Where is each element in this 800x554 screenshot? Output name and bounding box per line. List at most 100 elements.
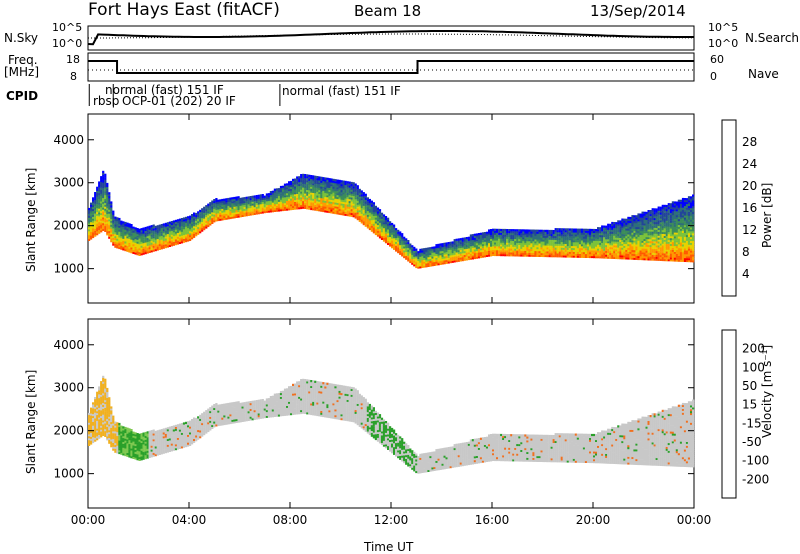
power-cell: [613, 235, 616, 238]
power-cell: [98, 212, 101, 215]
power-cell: [475, 252, 478, 255]
power-cell: [591, 230, 594, 233]
power-cell: [370, 225, 373, 228]
power-cell: [126, 247, 129, 250]
power-cell: [154, 233, 157, 236]
power-cell: [663, 241, 666, 244]
power-cell: [667, 208, 670, 212]
power-cell: [110, 214, 113, 218]
power-cell: [356, 210, 359, 213]
velocity-cell: [100, 384, 103, 388]
power-cell: [692, 213, 695, 216]
power-cell: [479, 246, 483, 249]
power-cell: [286, 193, 289, 196]
power-cell: [88, 207, 91, 211]
power-cell: [639, 232, 642, 235]
power-cell: [312, 190, 315, 193]
power-cell: [290, 200, 293, 203]
power-cell: [641, 232, 644, 236]
power-cell: [554, 228, 557, 231]
power-cell: [116, 246, 119, 249]
power-cell: [174, 221, 178, 224]
power-cell: [453, 256, 456, 259]
velocity-cell: [90, 415, 93, 418]
power-cell: [273, 207, 276, 211]
power-cell: [685, 200, 689, 203]
power-cell: [453, 248, 456, 251]
power-cell: [160, 225, 163, 229]
power-cell: [669, 209, 672, 212]
power-cell: [673, 222, 676, 225]
power-cell: [667, 239, 670, 242]
power-cell: [362, 209, 365, 212]
power-cell: [574, 253, 577, 256]
power-cell: [376, 215, 380, 218]
power-cell: [362, 223, 365, 226]
power-cell: [665, 216, 668, 219]
power-cell: [611, 250, 614, 254]
power-cell: [540, 247, 543, 250]
power-cell: [651, 217, 654, 221]
power-cell: [649, 254, 652, 257]
velocity-cell: [94, 431, 97, 434]
power-cell: [223, 206, 226, 209]
power-cell: [477, 233, 481, 236]
power-cell: [92, 203, 95, 206]
power-cell: [298, 187, 301, 190]
power-cell: [265, 204, 268, 208]
velocity-cell: [100, 383, 103, 386]
power-cell: [589, 240, 592, 243]
power-cell: [580, 251, 584, 254]
power-cell: [174, 235, 178, 238]
power-cell: [162, 244, 165, 247]
power-cell: [320, 182, 323, 185]
velocity-cell: [92, 415, 95, 418]
power-cell: [269, 194, 272, 197]
power-cell: [290, 180, 293, 184]
power-cell: [405, 242, 408, 245]
power-cell: [496, 238, 499, 241]
power-cell: [286, 194, 289, 198]
power-cell: [597, 252, 600, 255]
power-cell: [657, 252, 660, 256]
power-cell: [374, 213, 377, 216]
power-cell: [120, 234, 123, 237]
power-cell: [469, 246, 472, 249]
velocity-cell: [94, 427, 97, 431]
velocity-cell: [88, 426, 91, 429]
power-cell: [306, 185, 309, 189]
power-cell: [584, 246, 588, 249]
power-cell: [219, 218, 222, 221]
power-cell: [350, 191, 353, 194]
power-cell: [516, 242, 519, 245]
power-cell: [92, 208, 95, 212]
velocity-cell: [94, 408, 97, 411]
power-cell: [631, 217, 634, 220]
power-cell: [332, 188, 335, 191]
power-cell: [106, 184, 109, 188]
power-cell: [134, 227, 137, 230]
power-cell: [623, 236, 626, 239]
power-cell: [110, 211, 113, 214]
power-cell: [643, 217, 646, 220]
power-cell: [124, 249, 127, 252]
power-cell: [611, 225, 614, 228]
power-cell: [687, 219, 691, 222]
power-cell: [421, 256, 424, 259]
power-cell: [150, 244, 153, 247]
velocity-cell: [94, 400, 97, 403]
power-cell: [635, 232, 638, 235]
power-cell: [623, 249, 626, 252]
power-cell: [104, 179, 107, 182]
power-cell: [370, 223, 373, 226]
power-cell: [294, 184, 297, 187]
power-cell: [265, 201, 268, 204]
power-cell: [189, 233, 192, 236]
power-cell: [362, 195, 365, 199]
power-cell: [580, 246, 584, 249]
power-cell: [461, 239, 464, 242]
power-cell: [118, 243, 121, 246]
power-cell: [296, 193, 299, 196]
power-cell: [518, 252, 521, 255]
power-cell: [368, 220, 371, 223]
